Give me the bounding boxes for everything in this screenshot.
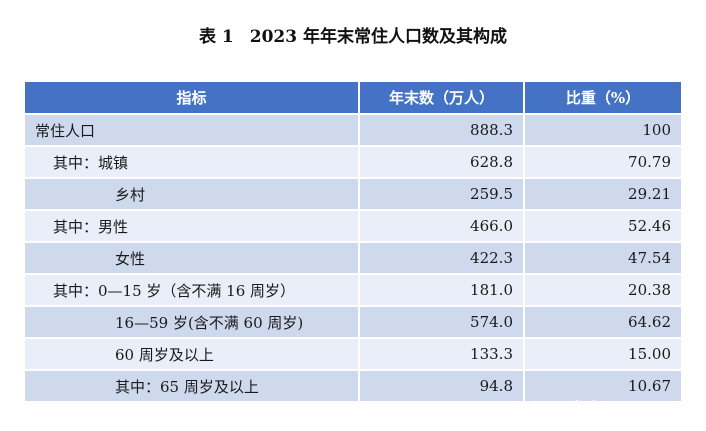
row-value: 466.0	[358, 209, 525, 243]
row-value: 133.3	[358, 337, 525, 371]
row-value: 574.0	[358, 305, 525, 339]
table-row: 16—59 岁(含不满 60 周岁) 574.0 64.62	[23, 305, 683, 339]
header-year-end-count: 年末数（万人）	[358, 80, 525, 115]
row-value: 628.8	[358, 145, 525, 179]
row-label: 其中：65 周岁及以上	[23, 369, 360, 403]
row-label: 60 周岁及以上	[23, 337, 360, 371]
table-row: 其中：男性 466.0 52.46	[23, 209, 683, 243]
row-label: 其中：0—15 岁（含不满 16 周岁）	[23, 273, 360, 307]
row-share: 20.38	[523, 273, 683, 307]
watermark-logo: 江西发布	[532, 400, 604, 421]
header-indicator: 指标	[23, 80, 360, 115]
row-label: 女性	[23, 241, 360, 275]
table-row: 60 周岁及以上 133.3 15.00	[23, 337, 683, 371]
row-share: 64.62	[523, 305, 683, 339]
row-share: 70.79	[523, 145, 683, 179]
row-label: 其中：城镇	[23, 145, 360, 179]
row-share: 47.54	[523, 241, 683, 275]
table-row: 其中：0—15 岁（含不满 16 周岁） 181.0 20.38	[23, 273, 683, 307]
row-share: 10.67	[523, 369, 683, 403]
row-share: 100	[523, 113, 683, 147]
table-header-row: 指标 年末数（万人） 比重（%）	[23, 80, 683, 115]
row-label: 常住人口	[23, 113, 360, 147]
row-share: 52.46	[523, 209, 683, 243]
table-title: 表 1 2023 年年末常住人口数及其构成	[0, 22, 706, 47]
table-row: 其中：城镇 628.8 70.79	[23, 145, 683, 179]
table-row: 乡村 259.5 29.21	[23, 177, 683, 211]
row-value: 888.3	[358, 113, 525, 147]
row-value: 422.3	[358, 241, 525, 275]
row-share: 15.00	[523, 337, 683, 371]
table-row: 其中：65 周岁及以上 94.8 10.67	[23, 369, 683, 403]
header-share: 比重（%）	[523, 80, 683, 115]
row-value: 259.5	[358, 177, 525, 211]
row-value: 94.8	[358, 369, 525, 403]
row-value: 181.0	[358, 273, 525, 307]
table-caption: 2023 年年末常住人口数及其构成	[249, 27, 507, 47]
row-label: 乡村	[23, 177, 360, 211]
table-row: 女性 422.3 47.54	[23, 241, 683, 275]
row-label: 16—59 岁(含不满 60 周岁)	[23, 305, 360, 339]
population-table: 指标 年末数（万人） 比重（%） 常住人口 888.3 100 其中：城镇 62…	[23, 80, 683, 403]
row-label: 其中：男性	[23, 209, 360, 243]
row-share: 29.21	[523, 177, 683, 211]
table-number: 表 1	[199, 27, 234, 47]
table-row: 常住人口 888.3 100	[23, 113, 683, 147]
